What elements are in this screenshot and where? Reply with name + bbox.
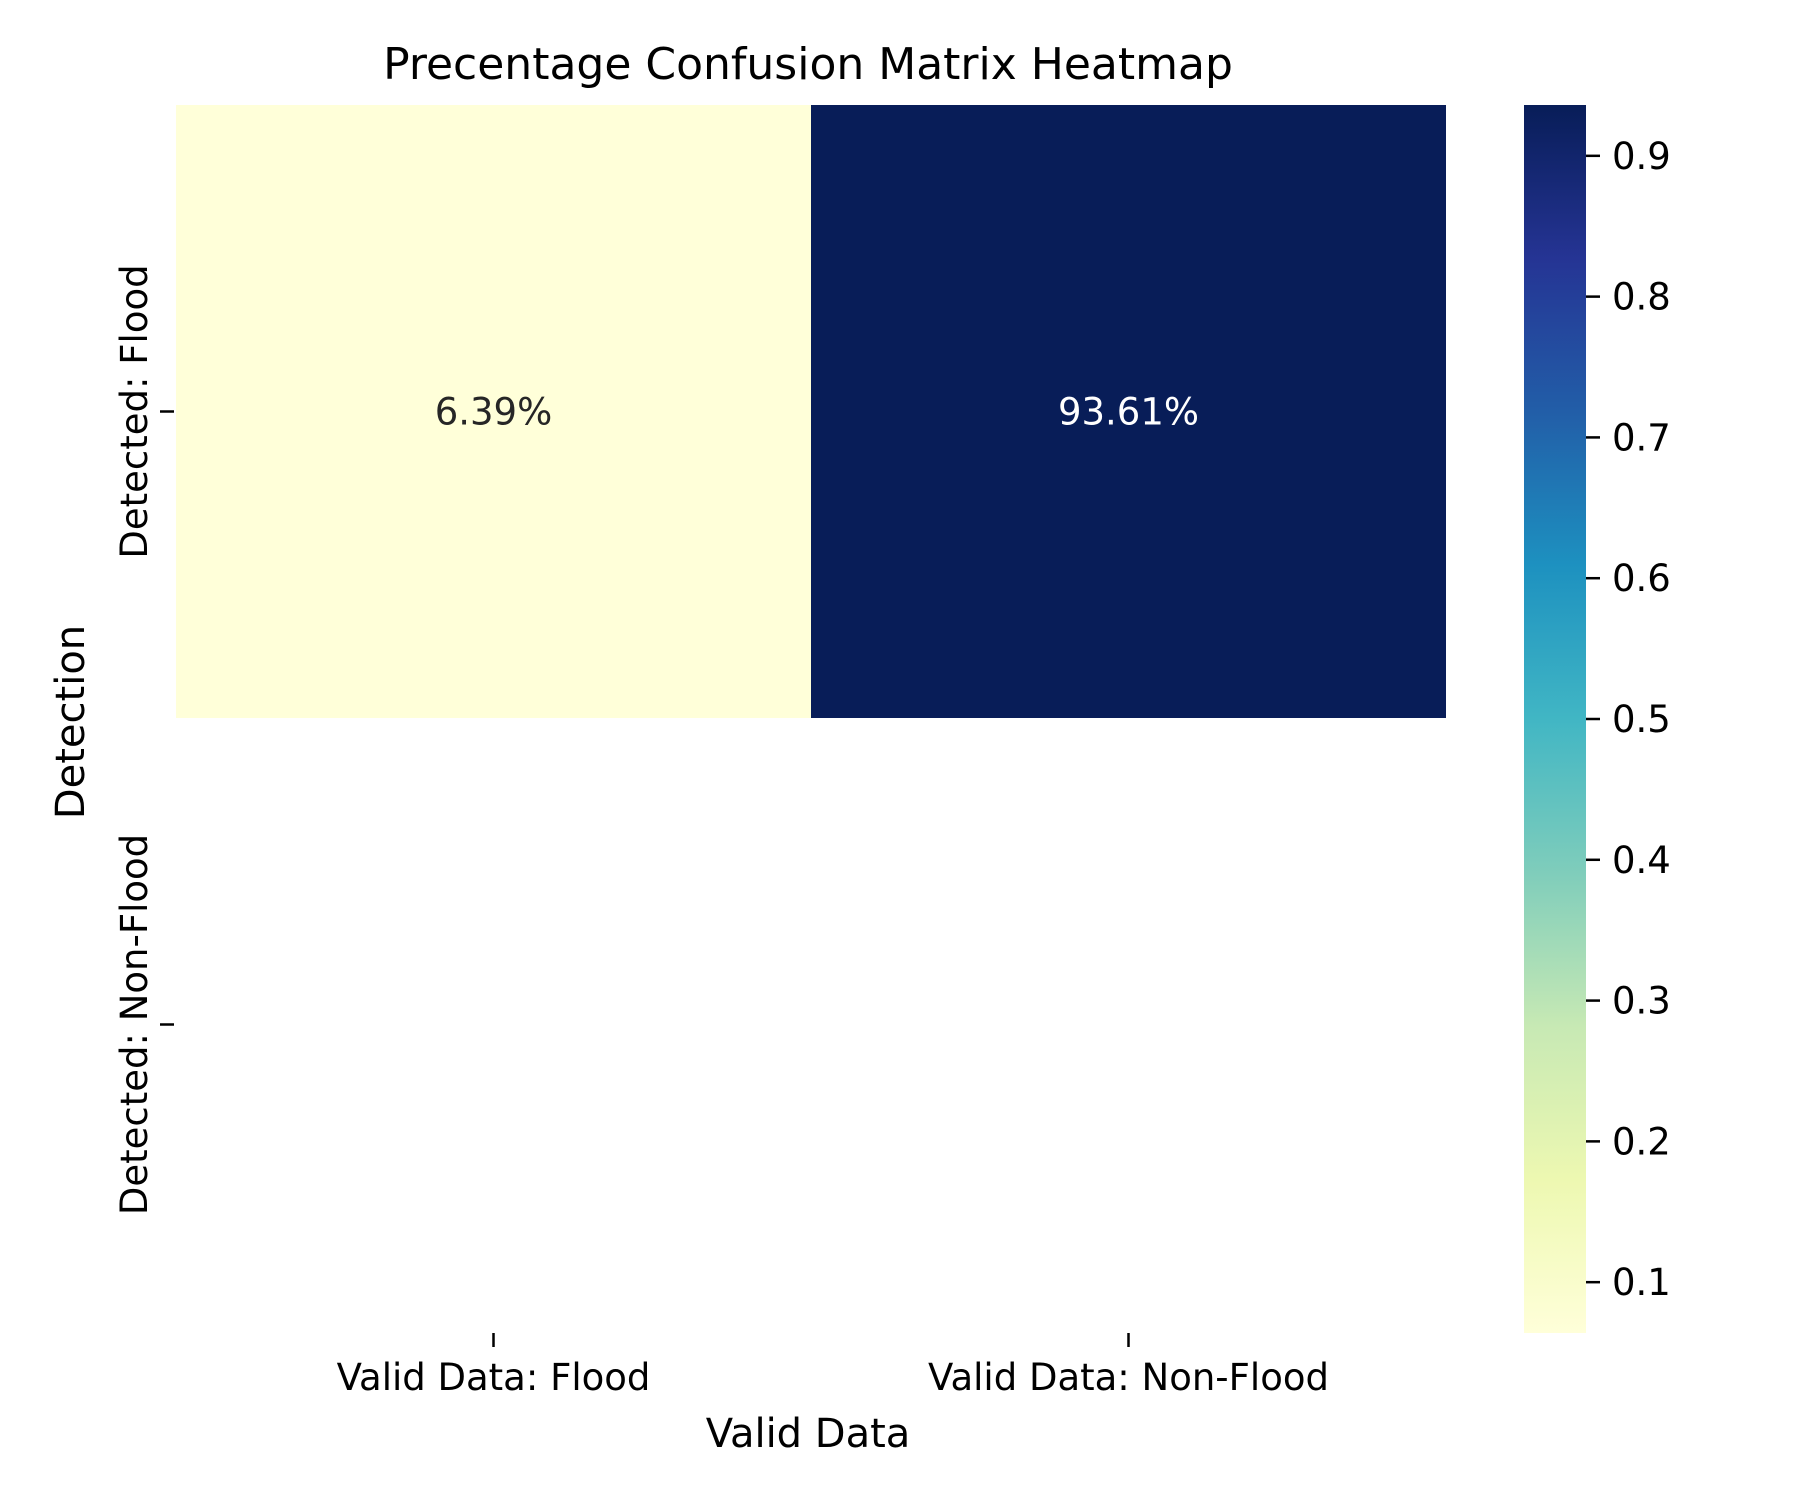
colorbar-tick-label-4: 0.5 <box>1612 698 1671 741</box>
heatmap-cells <box>176 105 1446 718</box>
x-tick-label-1: Valid Data: Non-Flood <box>928 1356 1329 1399</box>
chart-title: Precentage Confusion Matrix Heatmap <box>383 39 1233 90</box>
y-axis-ticks: Detected: Flood Detected: Non-Flood <box>113 264 174 1215</box>
y-axis-label: Detection <box>48 625 94 819</box>
heatmap-cell-labels: 6.39% 93.61% <box>435 391 1199 434</box>
colorbar-tick-label-8: 0.9 <box>1612 135 1671 178</box>
x-axis-label: Valid Data <box>706 1411 911 1457</box>
colorbar-ticks: 0.1 0.2 0.3 0.4 0.5 0.6 0.7 0.8 0.9 <box>1586 135 1671 1304</box>
heatmap-cell-r0-c1 <box>811 105 1446 718</box>
colorbar-tick-label-1: 0.2 <box>1612 1120 1671 1163</box>
colorbar-tick-label-7: 0.8 <box>1612 276 1671 319</box>
cell-label-r0-c1: 93.61% <box>1058 391 1199 434</box>
colorbar-tick-label-3: 0.4 <box>1612 839 1671 882</box>
y-tick-label-1: Detected: Non-Flood <box>113 834 156 1215</box>
x-axis-ticks: Valid Data: Flood Valid Data: Non-Flood <box>337 1333 1329 1399</box>
cell-label-r0-c0: 6.39% <box>435 391 553 434</box>
colorbar-tick-label-5: 0.6 <box>1612 557 1671 600</box>
colorbar-tick-label-2: 0.3 <box>1612 980 1671 1023</box>
x-tick-label-0: Valid Data: Flood <box>337 1356 651 1399</box>
heatmap-cell-r0-c0 <box>176 105 811 718</box>
colorbar-tick-label-6: 0.7 <box>1612 416 1671 459</box>
y-tick-label-0: Detected: Flood <box>113 264 156 558</box>
colorbar-tick-label-0: 0.1 <box>1612 1261 1671 1304</box>
colorbar <box>1524 105 1586 1333</box>
